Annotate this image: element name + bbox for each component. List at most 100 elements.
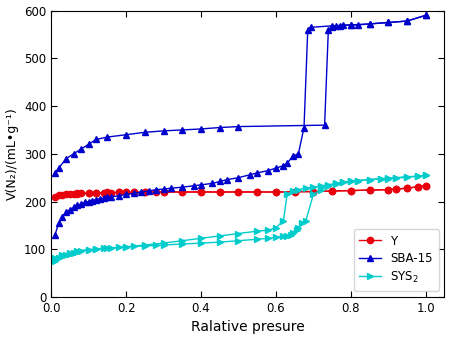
Y xyxy=(116,190,122,194)
SYS$_2$ xyxy=(217,240,222,244)
Line: SYS$_2$: SYS$_2$ xyxy=(52,172,429,264)
SYS$_2$ xyxy=(123,245,129,249)
SBA-15 xyxy=(225,177,230,182)
SYS$_2$ xyxy=(78,249,84,253)
SYS$_2$ xyxy=(326,184,331,188)
SBA-15 xyxy=(97,197,103,201)
SBA-15 xyxy=(123,192,129,197)
Y xyxy=(393,187,398,191)
SBA-15 xyxy=(105,195,110,199)
Y xyxy=(292,190,297,194)
SBA-15 xyxy=(266,168,271,172)
SYS$_2$ xyxy=(294,228,299,232)
Y xyxy=(108,191,114,195)
Y xyxy=(329,189,335,193)
SYS$_2$ xyxy=(153,243,159,248)
SYS$_2$ xyxy=(60,254,65,258)
SYS$_2$ xyxy=(86,248,91,252)
SBA-15 xyxy=(180,185,185,189)
SYS$_2$ xyxy=(266,236,271,240)
Y xyxy=(180,190,185,194)
Y xyxy=(404,186,410,190)
SBA-15 xyxy=(168,186,174,190)
Line: Y: Y xyxy=(52,183,429,200)
SBA-15 xyxy=(146,189,151,193)
SYS$_2$ xyxy=(318,188,324,192)
SBA-15 xyxy=(423,13,428,17)
SYS$_2$ xyxy=(131,244,136,249)
SBA-15 xyxy=(108,195,114,199)
Y xyxy=(86,191,91,196)
Y xyxy=(52,195,58,199)
SBA-15 xyxy=(290,154,296,158)
SBA-15 xyxy=(273,166,279,170)
SYS$_2$ xyxy=(356,178,361,183)
Y xyxy=(71,192,76,196)
SYS$_2$ xyxy=(161,243,166,247)
SYS$_2$ xyxy=(75,250,80,254)
SBA-15 xyxy=(56,221,61,225)
SBA-15 xyxy=(302,125,307,130)
SYS$_2$ xyxy=(284,234,290,238)
Y xyxy=(310,189,316,193)
Y xyxy=(142,190,148,194)
SBA-15 xyxy=(281,164,286,168)
SBA-15 xyxy=(161,187,166,191)
Y xyxy=(255,190,260,194)
Legend: Y, SBA-15, SYS$_2$: Y, SBA-15, SYS$_2$ xyxy=(354,229,439,291)
SYS$_2$ xyxy=(198,241,204,245)
Y xyxy=(63,192,69,197)
SYS$_2$ xyxy=(281,234,286,238)
SBA-15 xyxy=(309,25,314,29)
SYS$_2$ xyxy=(108,246,114,250)
SBA-15 xyxy=(82,201,88,205)
Y xyxy=(94,191,99,195)
Y xyxy=(78,191,84,196)
X-axis label: Ralative presure: Ralative presure xyxy=(191,320,305,335)
Y xyxy=(415,185,421,189)
SBA-15 xyxy=(60,215,65,219)
SBA-15 xyxy=(296,152,301,156)
SYS$_2$ xyxy=(56,256,61,260)
SYS$_2$ xyxy=(52,259,58,263)
SBA-15 xyxy=(94,198,99,202)
SYS$_2$ xyxy=(296,226,301,230)
SYS$_2$ xyxy=(255,237,260,241)
SBA-15 xyxy=(329,24,335,28)
SYS$_2$ xyxy=(142,244,148,248)
SBA-15 xyxy=(78,202,84,206)
Y xyxy=(101,191,106,195)
SYS$_2$ xyxy=(378,176,383,181)
SBA-15 xyxy=(116,194,122,198)
Y xyxy=(367,188,372,192)
SBA-15 xyxy=(247,173,252,177)
Y xyxy=(56,193,61,198)
SBA-15 xyxy=(63,210,69,214)
Line: SBA-15: SBA-15 xyxy=(52,12,429,238)
Y xyxy=(348,188,354,192)
SYS$_2$ xyxy=(288,233,293,237)
SBA-15 xyxy=(52,233,58,237)
SYS$_2$ xyxy=(236,239,241,243)
SBA-15 xyxy=(153,188,159,192)
SYS$_2$ xyxy=(348,180,354,184)
SBA-15 xyxy=(305,28,310,32)
SYS$_2$ xyxy=(333,182,338,186)
SYS$_2$ xyxy=(94,247,99,251)
SBA-15 xyxy=(255,171,260,175)
SYS$_2$ xyxy=(116,245,122,250)
SBA-15 xyxy=(386,20,391,24)
SYS$_2$ xyxy=(303,219,309,223)
Y xyxy=(131,190,136,194)
SYS$_2$ xyxy=(404,175,410,179)
SYS$_2$ xyxy=(63,253,69,257)
Y xyxy=(123,190,129,194)
SBA-15 xyxy=(367,22,372,26)
SBA-15 xyxy=(101,196,106,200)
SBA-15 xyxy=(348,23,354,27)
SBA-15 xyxy=(86,200,91,204)
SBA-15 xyxy=(90,199,95,203)
Y xyxy=(161,190,166,194)
SYS$_2$ xyxy=(367,177,372,182)
SBA-15 xyxy=(217,180,222,184)
